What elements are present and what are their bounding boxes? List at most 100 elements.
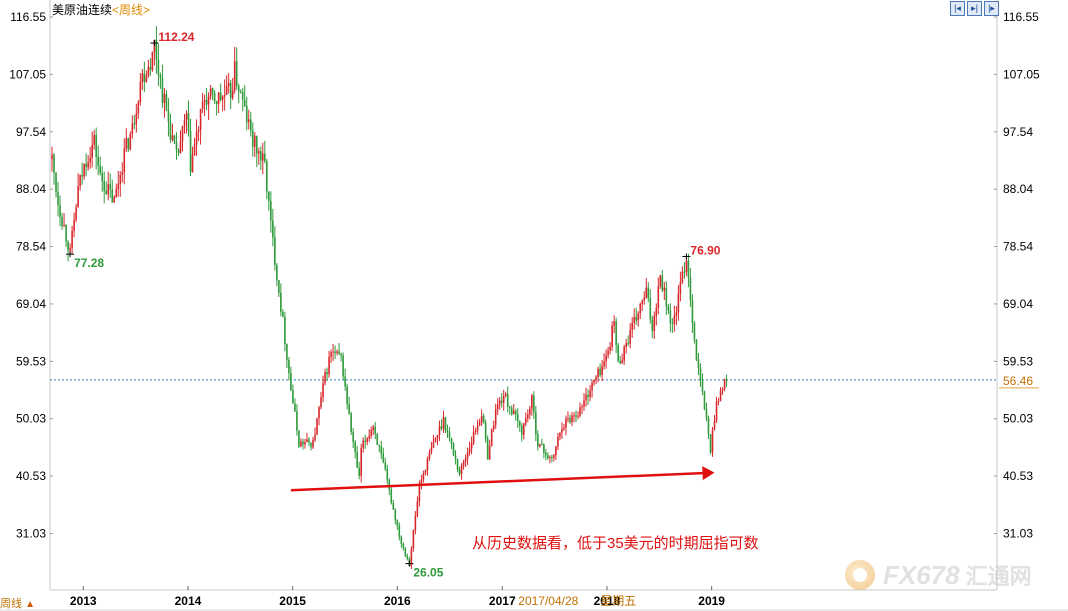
candle-body xyxy=(448,432,451,439)
jump-end-button[interactable]: ▸| xyxy=(967,1,982,16)
candle-body xyxy=(322,383,324,398)
candle-body xyxy=(653,315,656,331)
candle-body xyxy=(444,417,447,431)
candle-body xyxy=(583,400,585,407)
y-axis-right: 116.55 107.05 97.54 88.04 78.54 69.04 59.53 50.… xyxy=(994,10,1040,541)
candle-body xyxy=(183,119,186,127)
candle-body xyxy=(346,386,348,405)
candle-body xyxy=(563,427,565,430)
candle-body xyxy=(193,144,196,156)
candle-body xyxy=(561,429,563,433)
candle-body xyxy=(663,287,666,291)
period-selector[interactable]: <周线> xyxy=(112,3,151,17)
candle-body xyxy=(284,316,286,345)
candle-body xyxy=(565,418,567,428)
candle-body xyxy=(541,444,543,446)
candle-body xyxy=(649,298,652,320)
candle-body xyxy=(659,275,662,287)
candle-body xyxy=(83,163,85,177)
candle-body xyxy=(135,113,138,125)
candle-body xyxy=(416,501,419,516)
y-tick-label: 31.03 xyxy=(16,527,46,541)
period-tab[interactable]: 周线 ▲ xyxy=(0,595,35,611)
candle-body xyxy=(266,161,268,192)
candle-body xyxy=(605,355,607,362)
forward-button[interactable]: |▸ xyxy=(984,1,999,16)
candle-body xyxy=(701,380,704,392)
candle-body xyxy=(683,271,686,273)
candle-body xyxy=(221,96,224,100)
candle-body xyxy=(657,286,660,309)
candle-body xyxy=(466,452,469,459)
candle-body xyxy=(151,51,154,70)
y-tick-label: 88.04 xyxy=(16,182,46,196)
candle-body xyxy=(286,344,288,361)
candle-body xyxy=(709,434,712,453)
candle-body xyxy=(262,153,264,161)
candle-body xyxy=(79,174,81,187)
y-tick-label: 50.03 xyxy=(16,412,46,426)
candle-body xyxy=(288,360,290,373)
candle-body xyxy=(235,61,238,86)
candle-body xyxy=(157,59,160,76)
candle-body xyxy=(609,347,611,351)
candle-body xyxy=(675,312,678,316)
candle-body xyxy=(97,156,99,166)
candle-body xyxy=(350,413,352,432)
candle-body xyxy=(300,441,302,447)
candle-body xyxy=(386,469,389,480)
candle-body xyxy=(549,456,551,459)
candle-body xyxy=(695,340,698,360)
candle-body xyxy=(77,186,79,208)
candle-body xyxy=(109,184,112,190)
candle-body xyxy=(500,400,503,403)
candle-body xyxy=(298,430,300,447)
candle-body xyxy=(685,260,688,273)
candle-body xyxy=(677,293,680,313)
y-tick-label: 40.53 xyxy=(16,469,46,483)
candle-body xyxy=(557,436,559,447)
x-tick-label: 2014 xyxy=(175,594,202,608)
candle-body xyxy=(57,192,59,206)
candle-body xyxy=(539,444,541,447)
candle-body xyxy=(464,458,467,462)
candle-body xyxy=(372,426,375,431)
candle-body xyxy=(107,184,110,195)
chart-note-text: 从历史数据看，低于35美元的时期屈指可数 xyxy=(472,535,759,552)
candle-body xyxy=(195,131,198,145)
candle-body xyxy=(543,444,545,453)
candle-body xyxy=(713,420,716,430)
high-label: 112.24 xyxy=(158,30,194,44)
candle-body xyxy=(278,280,280,293)
candle-body xyxy=(91,144,93,158)
watermark-cn: 汇通网 xyxy=(965,564,1032,589)
candle-body xyxy=(418,484,421,502)
candle-body xyxy=(671,322,674,324)
candle-body xyxy=(591,382,593,391)
candle-body xyxy=(553,455,555,458)
candle-body xyxy=(715,401,718,421)
candle-body xyxy=(400,536,403,545)
candle-body xyxy=(51,154,53,160)
candle-body xyxy=(512,410,515,415)
x-tick-label: 2016 xyxy=(384,594,411,608)
candle-body xyxy=(320,397,322,408)
triangle-up-icon: ▲ xyxy=(25,599,35,610)
candle-body xyxy=(661,275,664,291)
candle-body xyxy=(631,322,634,331)
candle-body xyxy=(247,119,250,123)
candle-body xyxy=(625,343,627,347)
y-tick-label: 97.54 xyxy=(1003,125,1033,139)
candle-body xyxy=(368,435,371,439)
candle-body xyxy=(173,135,176,142)
jump-start-button[interactable]: |◂ xyxy=(950,1,965,16)
candle-body xyxy=(133,123,136,125)
candle-body xyxy=(55,172,57,193)
candle-body xyxy=(575,415,577,417)
candle-body xyxy=(484,422,487,439)
candle-body xyxy=(438,426,441,435)
candle-body xyxy=(308,439,310,443)
candle-body xyxy=(276,264,278,281)
candle-body xyxy=(717,400,720,402)
